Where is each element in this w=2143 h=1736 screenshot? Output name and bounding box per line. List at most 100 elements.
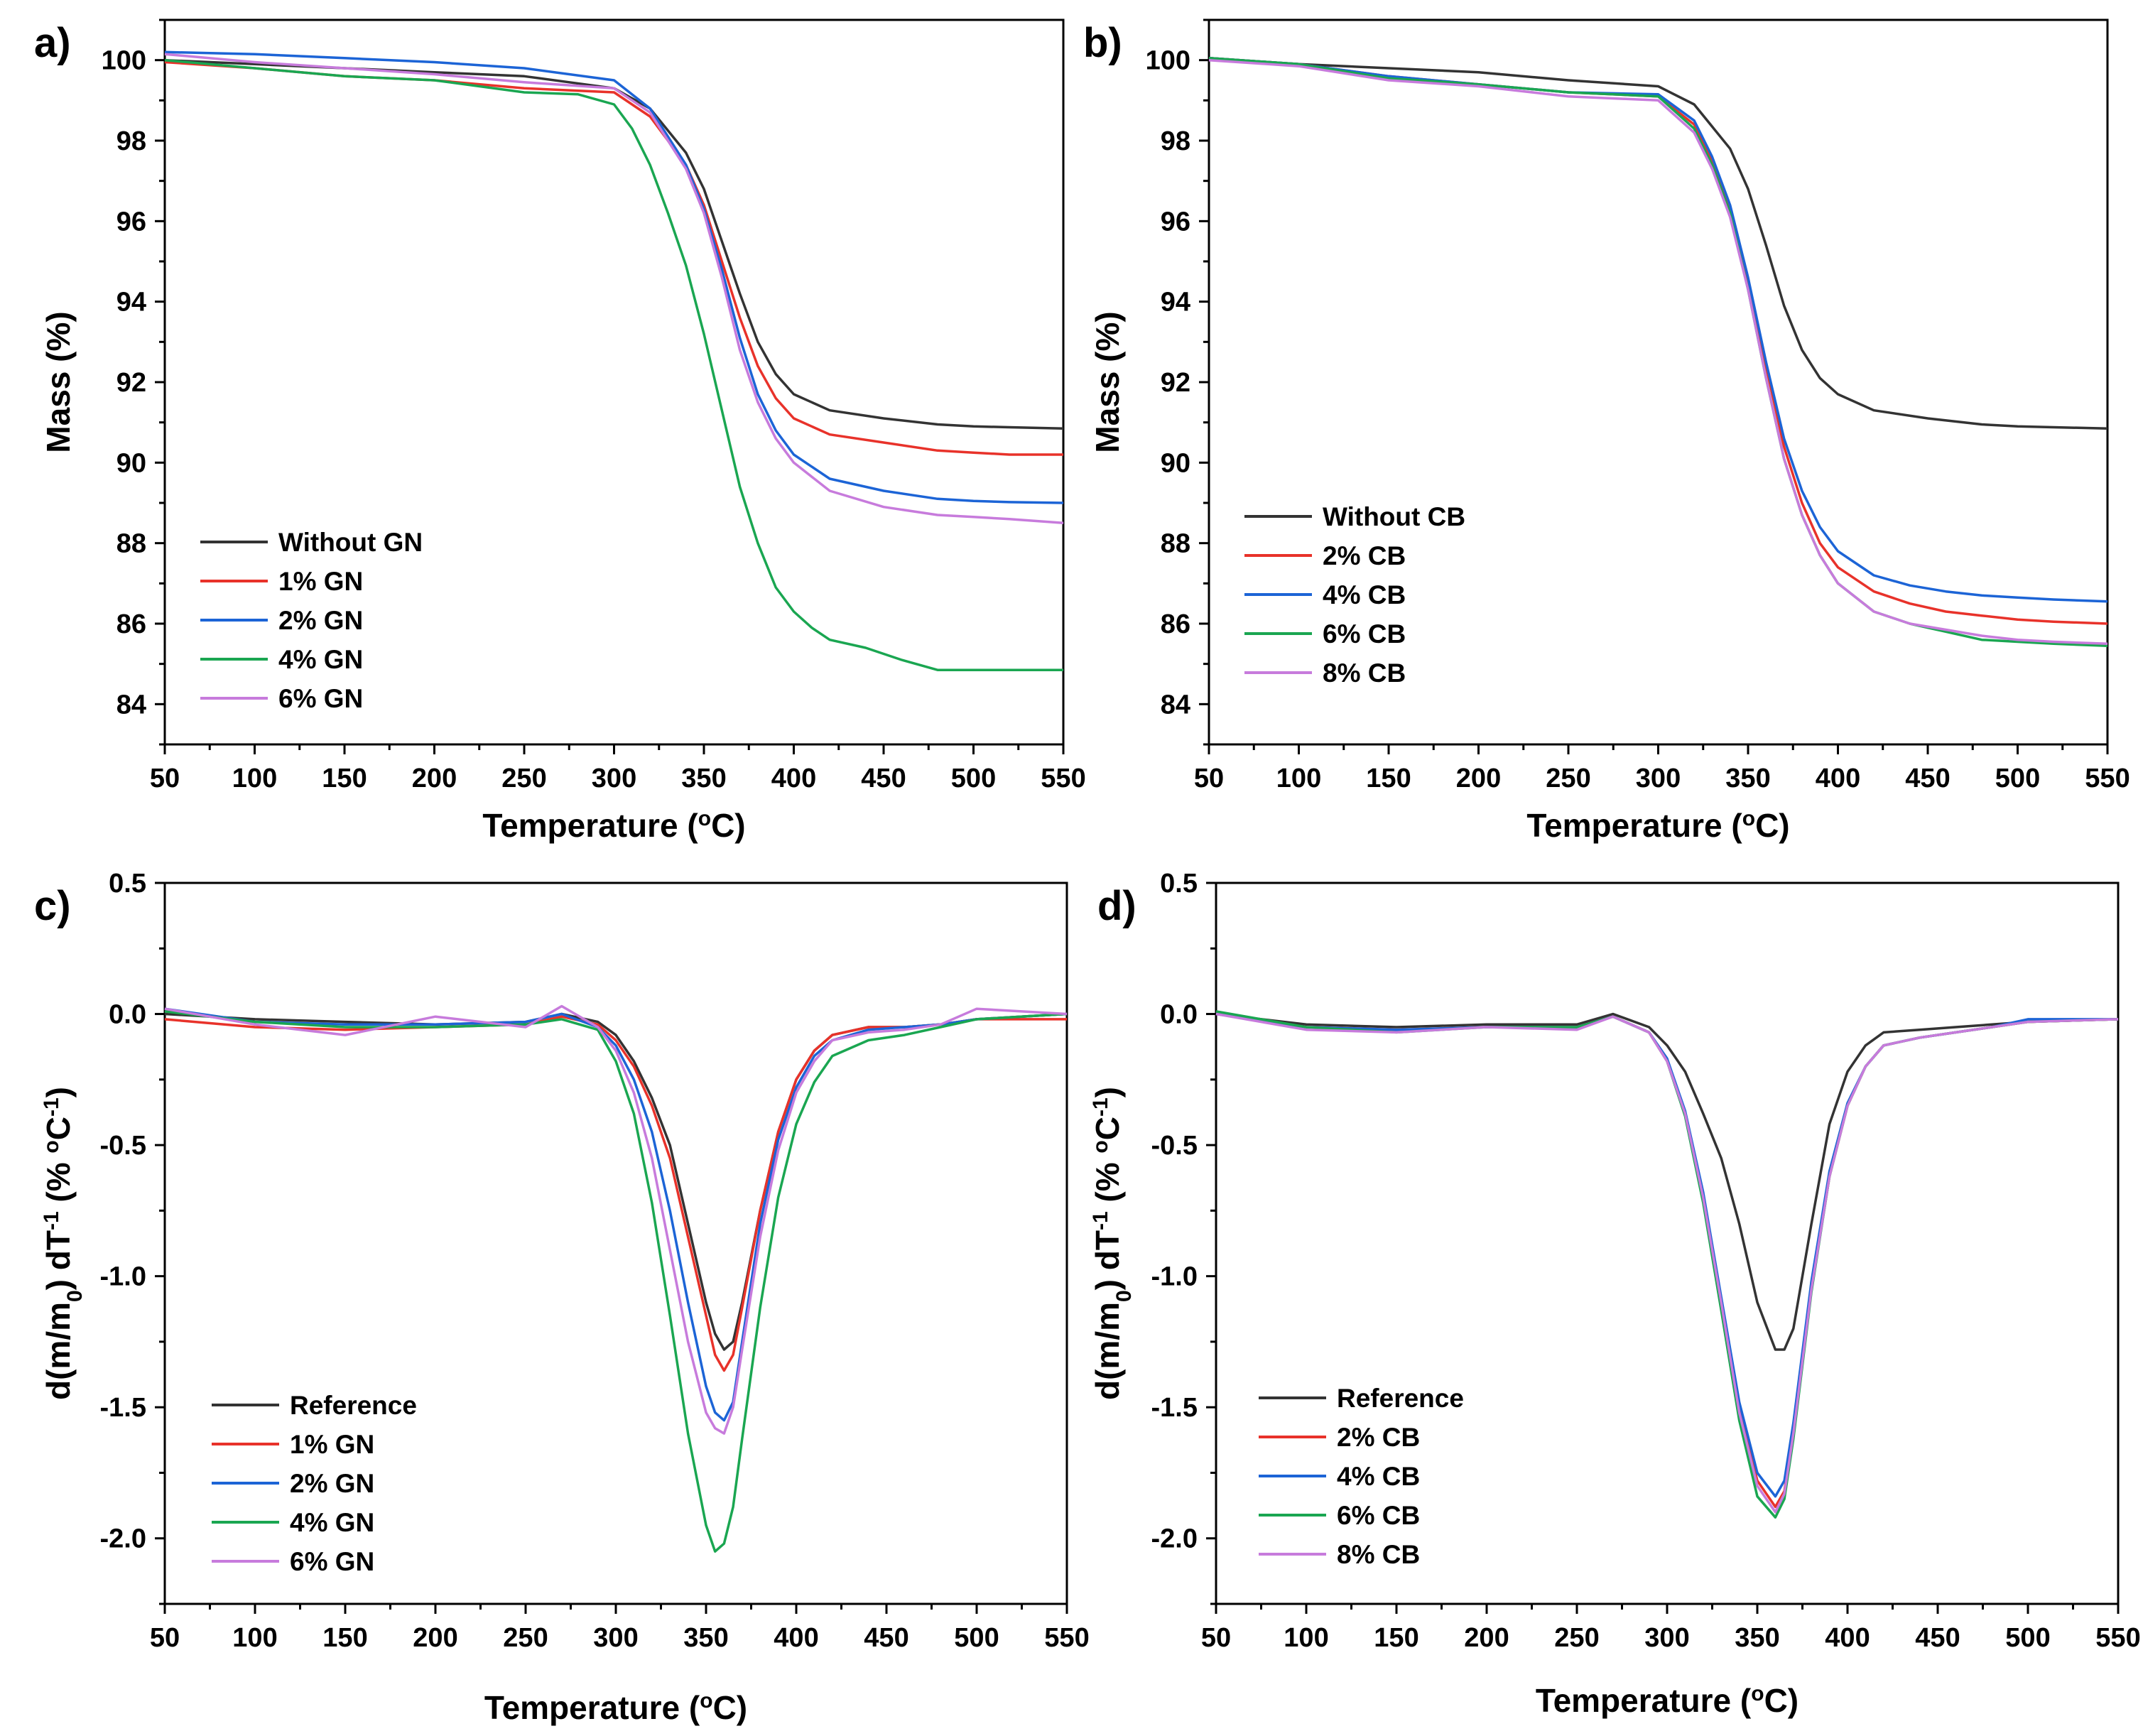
x-tick-label: 400: [771, 764, 816, 793]
y-tick-label: -1.5: [1151, 1393, 1198, 1423]
series-line-5: [164, 53, 1064, 525]
panel-label: c): [34, 883, 71, 929]
x-tick-label: 350: [1735, 1623, 1779, 1653]
x-tick-label: 150: [1374, 1623, 1418, 1653]
series-line-5: [1208, 58, 2108, 646]
legend-label: Reference: [290, 1391, 417, 1420]
x-tick-label: 500: [1995, 764, 2040, 793]
x-tick-label: 400: [1825, 1623, 1870, 1653]
y-tick-label: -1.0: [100, 1262, 146, 1292]
legend-label: Reference: [1337, 1384, 1464, 1413]
y-axis-title: d(m/m0) dT-1 (% oC-1): [40, 1087, 87, 1400]
plot-frame: [163, 18, 1065, 746]
x-tick-label: 250: [503, 1623, 548, 1653]
series-line-2: [164, 1015, 1067, 1372]
legend-label: 1% GN: [290, 1430, 374, 1459]
y-tick-label: 94: [116, 288, 146, 318]
x-tick-label: 400: [774, 1623, 818, 1653]
x-tick-label: 500: [951, 764, 996, 793]
series-line-4: [164, 1010, 1068, 1553]
legend-label: 4% CB: [1323, 580, 1406, 609]
panel-label: d): [1097, 883, 1136, 929]
panel-d: 50 100 150 200 250 300 350 400 450 500 550 0.5 0.0 -0…: [1089, 869, 2141, 1719]
y-axis-title: Mass (%): [1089, 311, 1126, 452]
x-tick-label: 350: [683, 1623, 728, 1653]
x-tick-label: 550: [2095, 1623, 2140, 1653]
x-tick-label: 100: [232, 1623, 277, 1653]
x-axis-title: Temperature (oC): [482, 807, 745, 845]
legend-label: 2% CB: [1323, 541, 1406, 570]
panel-c: 50 100 150 200 250 300 350 400 450 500 550 0.5 0.0 -0…: [34, 869, 1090, 1726]
legend-label: 6% CB: [1323, 619, 1406, 649]
y-tick-label: 90: [1161, 448, 1190, 478]
legend-label: 4% CB: [1337, 1462, 1420, 1491]
legend-label: 4% GN: [290, 1508, 374, 1537]
x-tick-label: 150: [322, 764, 367, 793]
x-tick-label: 300: [1636, 764, 1681, 793]
x-tick-label: 450: [864, 1623, 908, 1653]
y-tick-label: 0.0: [1160, 1000, 1198, 1030]
panel-b: 50 100 150 200 250 300 350 400 450 500 550 84 86 88 90…: [1083, 18, 2130, 844]
legend-label: 6% GN: [278, 684, 363, 713]
panel-label: a): [34, 20, 71, 66]
y-tick-label: 96: [1161, 207, 1190, 237]
y-tick-label: 86: [1161, 609, 1190, 639]
y-tick-label: 86: [116, 609, 146, 639]
x-tick-label: 550: [1041, 764, 1085, 793]
x-tick-label: 300: [1644, 1623, 1689, 1653]
x-tick-label: 450: [861, 764, 906, 793]
y-tick-label: -0.5: [100, 1131, 146, 1161]
legend-label: Without CB: [1323, 502, 1465, 531]
series-line-5: [1215, 1012, 2119, 1514]
x-tick-label: 150: [1366, 764, 1411, 793]
legend-label: 2% GN: [290, 1469, 374, 1498]
x-tick-label: 100: [1276, 764, 1321, 793]
y-tick-label: -2.0: [100, 1524, 146, 1554]
x-tick-label: 500: [2005, 1623, 2050, 1653]
legend-label: 1% GN: [278, 567, 363, 596]
y-tick-label: -1.5: [100, 1393, 146, 1423]
series-line-4: [164, 58, 1063, 671]
legend-label: 8% CB: [1323, 658, 1406, 688]
series-line-2: [164, 60, 1063, 456]
x-tick-label: 200: [412, 764, 457, 793]
x-tick-label: 200: [1456, 764, 1501, 793]
x-tick-label: 50: [1194, 764, 1224, 793]
x-tick-label: 150: [322, 1623, 367, 1653]
panel-a: 50 100 150 200 250 300 350 400 450 500 550 84 86 88 90…: [34, 18, 1086, 845]
x-tick-label: 200: [413, 1623, 457, 1653]
legend-label: 6% GN: [290, 1547, 374, 1576]
y-tick-label: 0.0: [109, 1000, 146, 1030]
legend-label: 6% CB: [1337, 1501, 1420, 1530]
x-axis-title: Temperature (oC): [484, 1689, 747, 1727]
x-tick-label: 450: [1905, 764, 1950, 793]
legend-label: 2% CB: [1337, 1423, 1420, 1452]
x-tick-label: 100: [1284, 1623, 1328, 1653]
y-tick-label: 88: [1161, 529, 1190, 559]
y-tick-label: 92: [116, 368, 146, 398]
legend-label: Without GN: [278, 528, 423, 557]
y-tick-label: 98: [1161, 126, 1190, 156]
x-axis-title: Temperature (oC): [1536, 1682, 1799, 1720]
x-tick-label: 250: [1546, 764, 1590, 793]
y-tick-label: 100: [102, 46, 146, 76]
x-tick-label: 450: [1915, 1623, 1960, 1653]
series-line-1: [164, 58, 1064, 430]
x-tick-label: 550: [1044, 1623, 1089, 1653]
y-tick-label: 96: [116, 207, 146, 237]
panel-label: b): [1083, 20, 1122, 66]
y-axis-title: d(m/m0) dT-1 (% oC-1): [1089, 1087, 1136, 1400]
y-tick-label: 84: [1161, 690, 1190, 720]
x-tick-label: 550: [2085, 764, 2130, 793]
x-tick-label: 300: [592, 764, 636, 793]
legend-label: 2% GN: [278, 606, 363, 635]
x-tick-label: 50: [150, 764, 180, 793]
y-tick-label: 90: [116, 448, 146, 478]
legend-label: 8% CB: [1337, 1540, 1420, 1569]
series-line-1: [1208, 57, 2108, 430]
y-tick-label: 88: [116, 529, 146, 559]
y-axis-title: Mass (%): [40, 311, 77, 452]
y-tick-label: 94: [1161, 288, 1190, 318]
plot-frame: [1215, 881, 2120, 1605]
